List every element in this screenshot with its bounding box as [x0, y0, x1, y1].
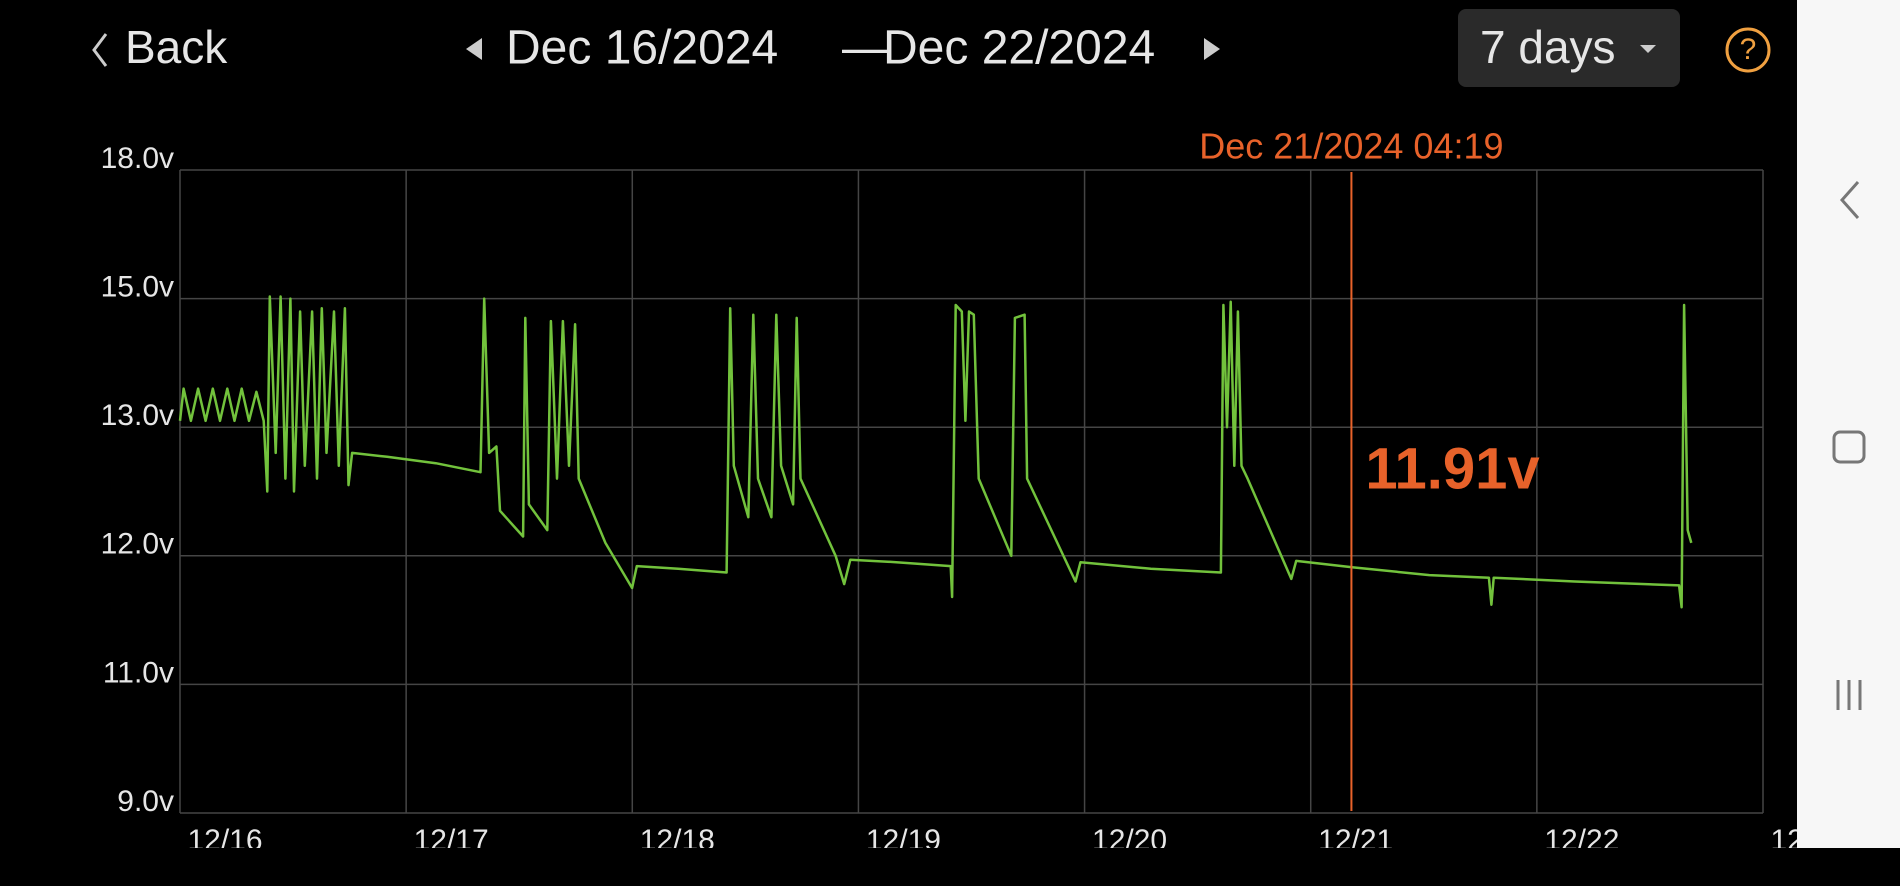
cursor-value: 11.91v [1365, 436, 1539, 501]
back-chevron [92, 33, 108, 67]
x-tick-label: 12/20 [1092, 824, 1167, 857]
x-tick-label: 12/22 [1544, 824, 1619, 857]
y-tick-label: 12.0v [101, 528, 174, 561]
x-tick-labels: 12/16 12/17 12/18 12/19 12/20 12/21 12/22 12/23 [187, 824, 1845, 857]
x-tick-label: 12/21 [1318, 824, 1393, 857]
next-arrow[interactable] [1204, 38, 1220, 60]
x-tick-label: 12/19 [866, 824, 941, 857]
voltage-line [178, 295, 1693, 609]
nav-bar [1797, 0, 1900, 848]
prev-arrow[interactable] [466, 38, 482, 60]
cursor-label: Dec 21/2024 04:19 [1199, 126, 1503, 167]
nav-home[interactable] [1832, 430, 1866, 464]
period-dropdown[interactable]: 7 days [1458, 9, 1680, 87]
y-tick-label: 11.0v [103, 656, 174, 689]
dropdown-caret [1640, 45, 1656, 53]
range-start: Dec 16/2024 [506, 22, 778, 75]
nav-recent[interactable] [1836, 680, 1862, 710]
help-label[interactable]: ? [1740, 33, 1757, 66]
y-tick-label: 13.0v [101, 399, 174, 432]
x-tick-label: 12/16 [187, 824, 262, 857]
x-tick-label: 12/18 [640, 824, 715, 857]
back-button[interactable]: Back [92, 21, 228, 73]
range-dash: — [842, 22, 890, 75]
period-label[interactable]: 7 days [1480, 21, 1616, 73]
y-tick-label: 18.0v [101, 142, 174, 175]
help-button[interactable]: ? [1725, 27, 1771, 73]
nav-back[interactable] [1839, 181, 1860, 219]
x-tick-label: 12/17 [414, 824, 489, 857]
y-tick-label: 15.0v [101, 271, 174, 304]
x-tick-label: 12/23 [1770, 824, 1845, 857]
range-end: Dec 22/2024 [883, 22, 1155, 75]
period-box [1458, 9, 1680, 87]
y-tick-label: 9.0v [117, 785, 174, 818]
help-circle [1725, 27, 1771, 73]
back-label[interactable]: Back [125, 21, 228, 73]
